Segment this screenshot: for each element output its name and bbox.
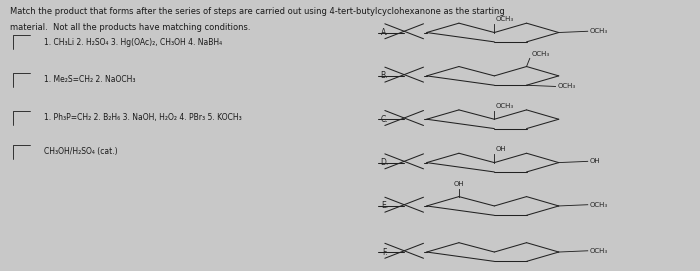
Text: OCH₃: OCH₃ [496, 103, 514, 109]
Text: OCH₃: OCH₃ [531, 51, 550, 57]
Text: OCH₃: OCH₃ [589, 28, 608, 34]
Text: OH: OH [454, 181, 464, 187]
Text: material.  Not all the products have matching conditions.: material. Not all the products have matc… [10, 23, 251, 32]
Text: C.: C. [381, 115, 388, 124]
Text: OH: OH [589, 158, 600, 164]
Text: B.: B. [381, 71, 388, 80]
Text: 1. CH₃Li 2. H₂SO₄ 3. Hg(OAc)₂, CH₃OH 4. NaBH₄: 1. CH₃Li 2. H₂SO₄ 3. Hg(OAc)₂, CH₃OH 4. … [44, 37, 222, 47]
Text: OCH₃: OCH₃ [589, 248, 608, 254]
Text: Match the product that forms after the series of steps are carried out using 4-t: Match the product that forms after the s… [10, 7, 505, 16]
Text: OCH₃: OCH₃ [557, 83, 575, 89]
Text: OCH₃: OCH₃ [496, 16, 514, 22]
Text: A.: A. [381, 28, 388, 37]
Text: F.: F. [383, 247, 388, 257]
Text: OH: OH [496, 146, 507, 152]
Text: OCH₃: OCH₃ [589, 202, 608, 208]
Text: 1. Ph₃P=CH₂ 2. B₂H₆ 3. NaOH, H₂O₂ 4. PBr₃ 5. KOCH₃: 1. Ph₃P=CH₂ 2. B₂H₆ 3. NaOH, H₂O₂ 4. PBr… [44, 113, 242, 122]
Text: 1. Me₂S=CH₂ 2. NaOCH₃: 1. Me₂S=CH₂ 2. NaOCH₃ [44, 75, 136, 85]
Text: CH₃OH/H₂SO₄ (cat.): CH₃OH/H₂SO₄ (cat.) [44, 147, 118, 156]
Text: E.: E. [381, 201, 388, 211]
Text: D.: D. [380, 158, 388, 167]
